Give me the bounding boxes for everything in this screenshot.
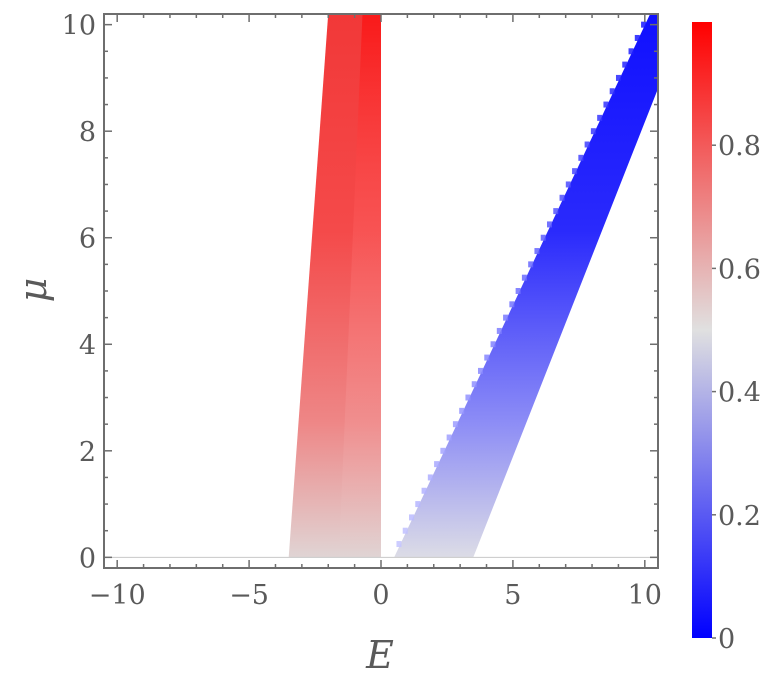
edge-step [509,301,515,308]
edge-step [446,434,452,441]
edge-step [597,114,603,121]
edge-step [553,208,559,215]
edge-step [490,341,496,348]
edge-step [427,474,433,481]
colorbar-gradient [692,22,712,638]
edge-step [421,487,427,494]
y-tick-label: 10 [62,11,96,42]
y-tick-label: 2 [79,437,96,468]
colorbar-tick-label: 0 [718,624,735,655]
edge-step [641,21,647,28]
edge-step [452,421,458,428]
colorbar-tick-label: 0.4 [718,378,761,409]
edge-step [484,354,490,361]
edge-step [521,274,527,281]
edge-step [528,261,534,268]
edge-step [590,128,596,135]
edge-step [402,527,408,534]
edge-step [578,154,584,161]
edge-step [409,514,415,521]
y-tick-label: 4 [79,330,96,361]
edge-step [496,327,502,334]
edge-step [503,314,509,321]
edge-step [434,461,440,468]
edge-step [459,407,465,414]
negative-energy-band-core [338,14,381,558]
x-tick-label: 10 [628,580,662,611]
x-tick-label: 0 [372,580,389,611]
y-tick-label: 6 [79,224,96,255]
x-tick-label: −10 [89,580,146,611]
edge-step [546,221,552,228]
colorbar-tick-label: 0.8 [718,131,761,162]
y-axis-title: μ [11,278,55,303]
positive-energy-band [394,14,658,558]
colorbar-tick-label: 0.6 [718,254,761,285]
edge-step [584,141,590,148]
edge-step [540,234,546,241]
y-tick-label: 8 [79,117,96,148]
edge-step [465,394,471,401]
x-axis-ticks: −10 −5 0 5 10 [89,14,662,611]
x-axis-title: E [365,633,394,677]
edge-step [634,34,640,41]
edge-step [609,88,615,95]
positive-band-edge-steps [396,21,647,548]
y-axis-ticks: 0 2 4 6 8 10 [62,11,658,574]
edge-step [477,367,483,374]
edge-step [603,101,609,108]
edge-step [615,74,621,81]
edge-step [534,248,540,255]
edge-step [572,168,578,175]
edge-step [396,541,402,548]
heatmap-regions [104,14,658,558]
edge-step [415,501,421,508]
colorbar: 0 0.2 0.4 0.6 0.8 [692,22,761,655]
x-tick-label: −5 [229,580,269,611]
edge-step [628,48,634,55]
edge-step [471,381,477,388]
y-tick-label: 0 [79,543,96,574]
edge-step [440,447,446,454]
x-tick-label: 5 [504,580,521,611]
edge-step [559,194,565,201]
edge-step [515,288,521,294]
edge-step [565,181,571,188]
edge-step [622,61,628,68]
colorbar-tick-label: 0.2 [718,501,761,532]
